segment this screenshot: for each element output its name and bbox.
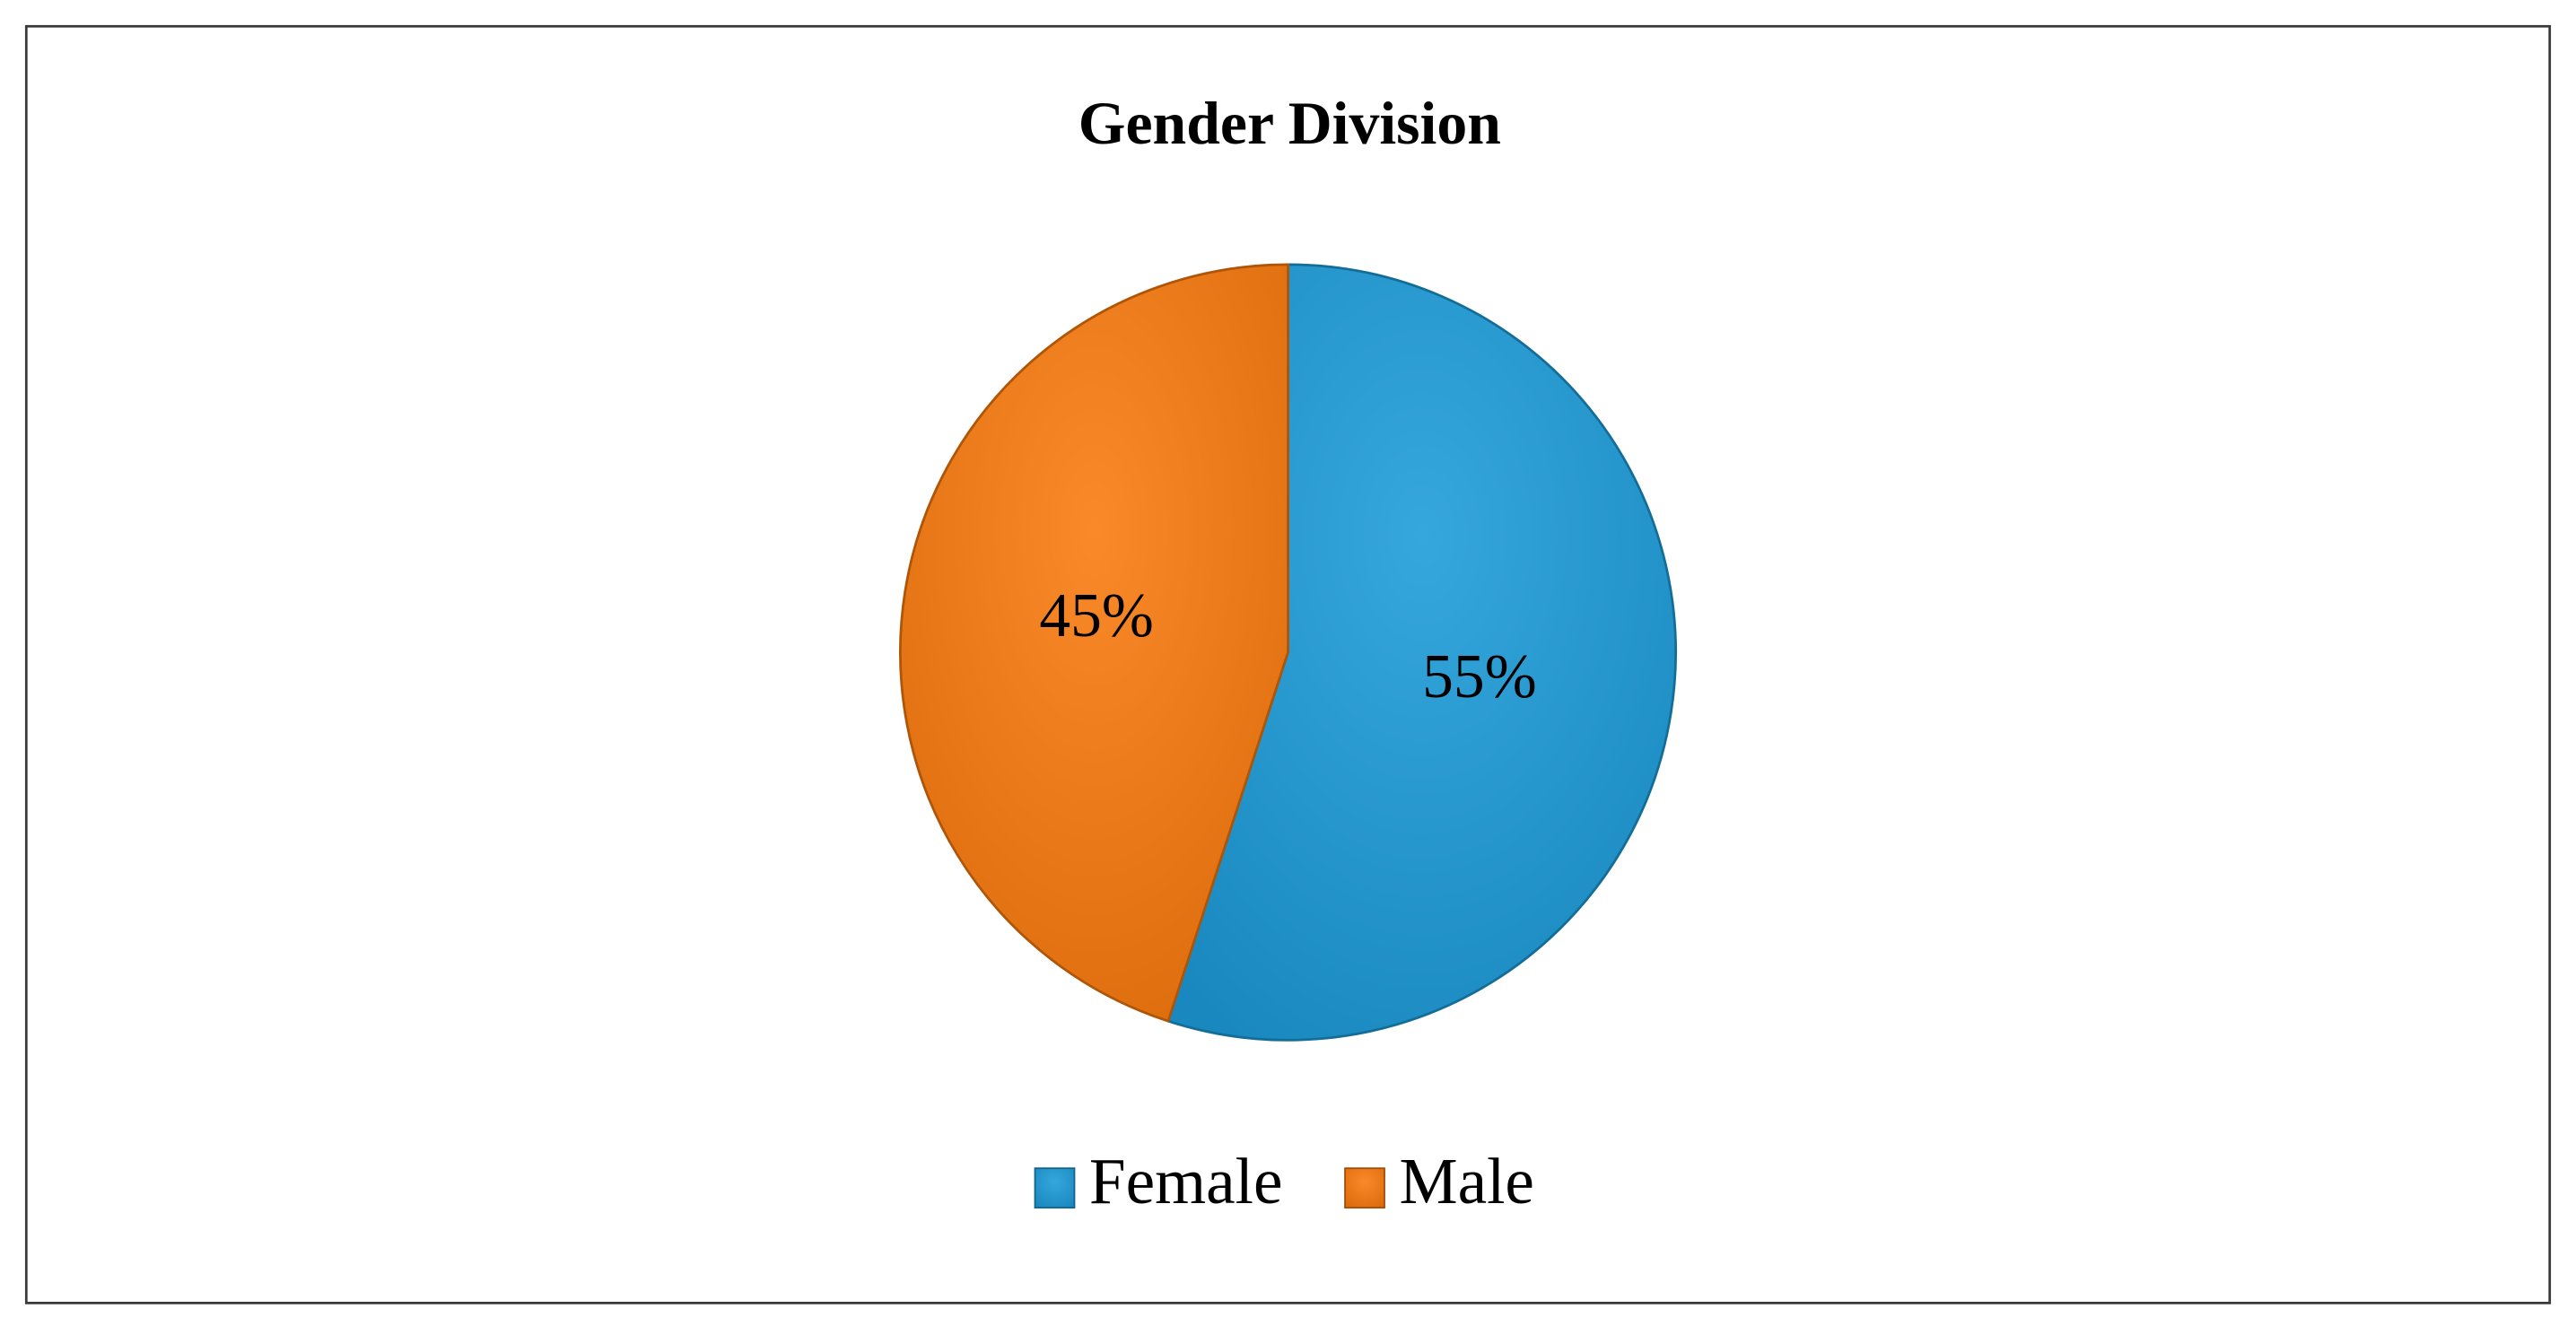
legend-swatch xyxy=(1344,1167,1385,1209)
legend-swatch xyxy=(1034,1167,1076,1209)
legend-label: Male xyxy=(1399,1145,1533,1217)
legend-label: Female xyxy=(1089,1145,1283,1217)
pie-slice xyxy=(899,263,1289,1023)
chart-title: Gender Division xyxy=(1078,90,1501,157)
data-label: 45% xyxy=(1039,581,1154,650)
data-label: 55% xyxy=(1422,642,1537,711)
pie-slice xyxy=(1166,263,1677,1042)
